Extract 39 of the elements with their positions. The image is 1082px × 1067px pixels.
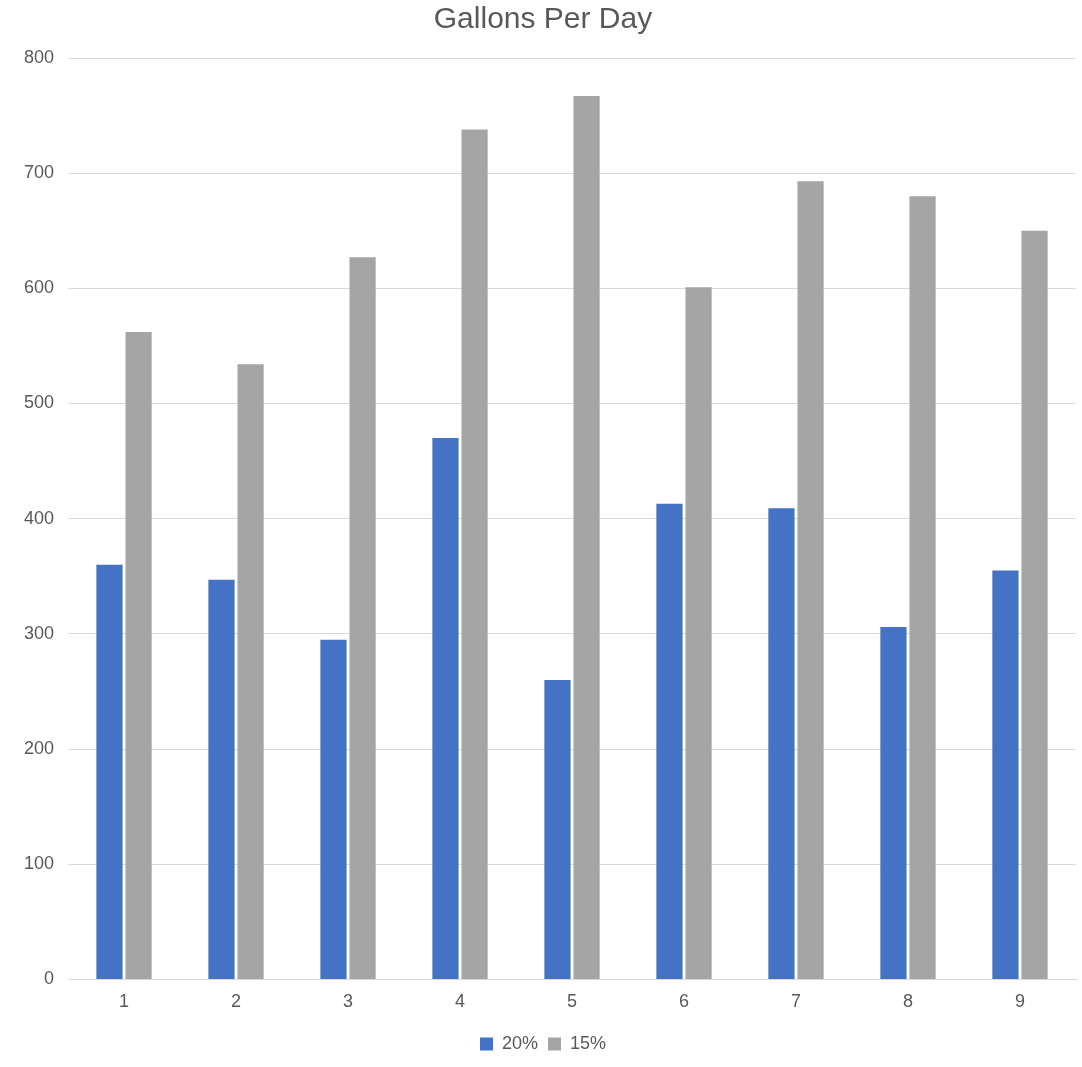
- y-tick-label: 0: [44, 968, 55, 989]
- x-tick-label: 4: [455, 991, 466, 1012]
- bar: [573, 96, 600, 979]
- y-tick-label: 300: [23, 622, 55, 643]
- y-tick-label: 600: [23, 277, 55, 298]
- bar: [768, 508, 795, 979]
- x-tick-label: 2: [231, 991, 242, 1012]
- x-tick-label: 8: [903, 991, 914, 1012]
- y-tick-label: 400: [23, 507, 55, 528]
- bar: [237, 364, 264, 979]
- bar: [125, 332, 152, 979]
- legend-label: 20%: [501, 1032, 538, 1053]
- chart-title: Gallons Per Day: [433, 1, 653, 35]
- x-tick-label: 7: [791, 991, 802, 1012]
- bar: [1021, 230, 1048, 979]
- bar: [208, 579, 235, 979]
- bar: [909, 196, 936, 979]
- bar: [992, 570, 1019, 979]
- bar: [685, 287, 712, 979]
- y-tick-label: 100: [23, 853, 55, 874]
- x-tick-label: 9: [1014, 991, 1026, 1012]
- y-tick-label: 800: [23, 46, 55, 67]
- x-tick-label: 6: [679, 991, 690, 1012]
- bar: [461, 129, 488, 979]
- legend-label: 15%: [570, 1032, 607, 1053]
- y-tick-label: 500: [23, 392, 55, 413]
- x-tick-label: 5: [567, 991, 578, 1012]
- bar: [656, 503, 683, 979]
- y-tick-label: 700: [23, 162, 55, 183]
- x-tick-label: 1: [119, 991, 130, 1012]
- bar: [797, 181, 824, 979]
- x-tick-label: 3: [343, 991, 354, 1012]
- bar: [349, 257, 376, 979]
- bar: [320, 639, 347, 979]
- bar: [544, 679, 571, 979]
- bar: [96, 564, 123, 979]
- bar: [432, 438, 459, 979]
- y-tick-label: 200: [23, 738, 55, 759]
- bar: [880, 626, 907, 979]
